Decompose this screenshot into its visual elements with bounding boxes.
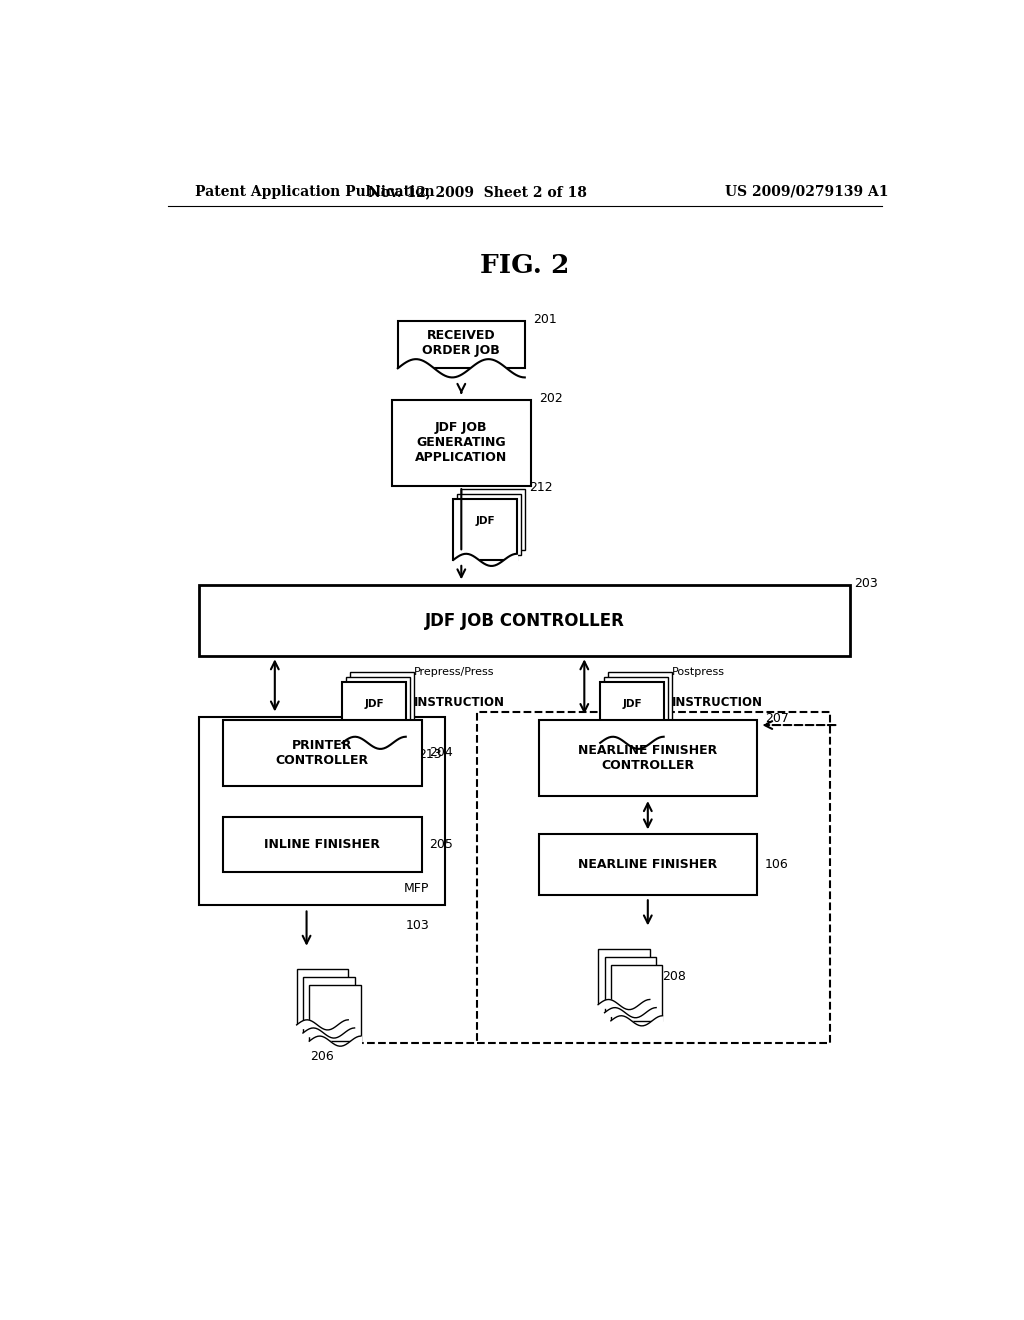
FancyBboxPatch shape [223,817,422,873]
Text: 207: 207 [765,711,788,725]
FancyBboxPatch shape [604,957,656,1012]
FancyBboxPatch shape [462,488,524,549]
Text: 103: 103 [406,919,430,932]
Text: 208: 208 [662,970,686,983]
FancyBboxPatch shape [539,834,757,895]
FancyBboxPatch shape [600,682,664,743]
FancyBboxPatch shape [397,321,524,368]
Text: 213: 213 [418,748,441,760]
FancyBboxPatch shape [200,718,445,906]
Text: RECEIVED
ORDER JOB: RECEIVED ORDER JOB [423,330,500,358]
Text: INSTRUCTION: INSTRUCTION [672,696,763,709]
FancyBboxPatch shape [297,969,348,1024]
Text: Patent Application Publication: Patent Application Publication [196,185,435,199]
FancyBboxPatch shape [611,965,663,1020]
Text: JDF: JDF [623,700,642,709]
Text: 106: 106 [765,858,788,871]
FancyBboxPatch shape [598,949,650,1005]
FancyBboxPatch shape [350,672,414,733]
FancyBboxPatch shape [303,977,354,1034]
FancyBboxPatch shape [346,677,410,738]
FancyBboxPatch shape [200,585,850,656]
FancyBboxPatch shape [342,682,406,743]
Text: Nov. 12, 2009  Sheet 2 of 18: Nov. 12, 2009 Sheet 2 of 18 [368,185,587,199]
Text: MFP: MFP [404,882,430,895]
FancyBboxPatch shape [458,494,521,554]
Text: 206: 206 [310,1051,334,1064]
Text: Postpress: Postpress [672,667,725,677]
Text: PRINTER
CONTROLLER: PRINTER CONTROLLER [275,739,369,767]
Text: JDF: JDF [365,700,384,709]
Text: 203: 203 [854,577,878,590]
FancyBboxPatch shape [608,672,672,733]
FancyBboxPatch shape [309,985,360,1041]
FancyBboxPatch shape [223,719,422,785]
Text: 201: 201 [532,313,556,326]
Text: INSTRUCTION: INSTRUCTION [414,696,505,709]
FancyBboxPatch shape [392,400,530,486]
Text: JDF JOB CONTROLLER: JDF JOB CONTROLLER [425,612,625,630]
Text: 204: 204 [430,747,454,759]
FancyBboxPatch shape [454,499,517,560]
FancyBboxPatch shape [604,677,668,738]
Text: 214: 214 [676,748,699,760]
Text: INLINE FINISHER: INLINE FINISHER [264,838,381,851]
Text: US 2009/0279139 A1: US 2009/0279139 A1 [725,185,888,199]
Text: NEARLINE FINISHER: NEARLINE FINISHER [579,858,718,871]
Text: Prepress/Press: Prepress/Press [414,667,495,677]
Text: 212: 212 [528,480,552,494]
Text: 205: 205 [430,838,454,851]
Text: 202: 202 [539,392,562,405]
Text: FIG. 2: FIG. 2 [480,252,569,277]
Text: NEARLINE FINISHER
CONTROLLER: NEARLINE FINISHER CONTROLLER [579,744,718,772]
FancyBboxPatch shape [539,719,757,796]
Text: JDF: JDF [475,516,495,527]
Text: JDF JOB
GENERATING
APPLICATION: JDF JOB GENERATING APPLICATION [415,421,508,465]
